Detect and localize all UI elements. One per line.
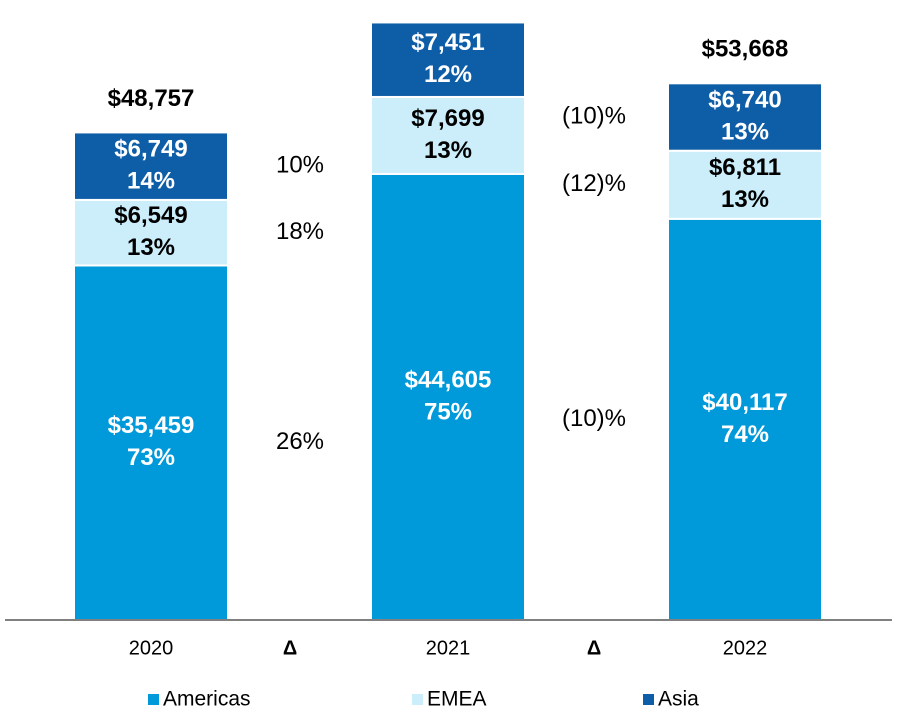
growth-label-emea-2021-2022: (12)% xyxy=(562,170,626,197)
growth-labels: 26% 18% 10% (10)% (12)% (10)% xyxy=(276,102,626,455)
bar-asia-2020 xyxy=(73,131,229,201)
pct-label-americas-2022: 74% xyxy=(721,421,769,448)
growth-label-emea-2020-2021: 18% xyxy=(276,218,324,245)
bar-americas-2021 xyxy=(370,172,526,621)
x-tick-label-2020: 2020 xyxy=(129,637,174,659)
value-label-emea-2022: $6,811 xyxy=(709,154,781,181)
bar-americas-2020 xyxy=(73,264,229,621)
value-label-asia-2022: $6,740 xyxy=(708,86,781,113)
bar-asia-2022 xyxy=(667,82,823,152)
pct-label-emea-2020: 13% xyxy=(127,234,175,261)
growth-label-americas-2020-2021: 26% xyxy=(276,428,324,455)
total-label-2022: $53,668 xyxy=(702,36,789,63)
value-label-emea-2021: $7,699 xyxy=(411,105,484,132)
legend: Americas EMEA Asia xyxy=(148,688,699,711)
legend-label-emea: EMEA xyxy=(427,688,487,711)
value-label-asia-2020: $6,749 xyxy=(114,136,187,163)
bar-asia-2021 xyxy=(370,21,526,98)
pct-label-asia-2022: 13% xyxy=(721,118,769,145)
bar-stacks xyxy=(73,21,823,622)
delta-symbol: Δ xyxy=(587,637,601,659)
bar-emea-2021 xyxy=(370,95,526,175)
value-label-americas-2021: $44,605 xyxy=(405,366,492,393)
legend-label-asia: Asia xyxy=(658,688,699,711)
pct-label-emea-2022: 13% xyxy=(721,186,769,213)
bar-emea-2022 xyxy=(667,149,823,220)
bar-americas-2022 xyxy=(667,217,823,622)
pct-label-americas-2021: 75% xyxy=(424,398,472,425)
value-label-americas-2020: $35,459 xyxy=(108,412,195,439)
x-tick-label-2021: 2021 xyxy=(426,637,471,659)
value-label-americas-2022: $40,117 xyxy=(702,389,787,416)
growth-label-asia-2021-2022: (10)% xyxy=(562,102,626,129)
legend-swatch-americas xyxy=(148,694,159,705)
growth-label-asia-2020-2021: 10% xyxy=(276,152,324,179)
total-label-2020: $48,757 xyxy=(108,85,195,112)
bar-emea-2020 xyxy=(73,198,229,267)
growth-label-americas-2021-2022: (10)% xyxy=(562,405,626,432)
data-labels: $35,459 73% $6,549 13% $6,749 14% $48,757 $44,6… xyxy=(108,0,789,471)
pct-label-emea-2021: 13% xyxy=(424,137,472,164)
value-label-emea-2020: $6,549 xyxy=(114,202,187,229)
legend-swatch-asia xyxy=(643,694,654,705)
x-tick-label-2022: 2022 xyxy=(723,637,768,659)
legend-label-americas: Americas xyxy=(163,688,251,711)
pct-label-americas-2020: 73% xyxy=(127,444,175,471)
pct-label-asia-2020: 14% xyxy=(127,168,175,195)
legend-swatch-emea xyxy=(412,694,423,705)
total-label-2021: $59,755 xyxy=(405,0,492,2)
delta-symbol: Δ xyxy=(283,637,297,659)
x-axis-ticks: 2020 2021 2022 Δ Δ xyxy=(129,637,768,659)
pct-label-asia-2021: 12% xyxy=(424,61,472,88)
value-label-asia-2021: $7,451 xyxy=(411,29,484,56)
